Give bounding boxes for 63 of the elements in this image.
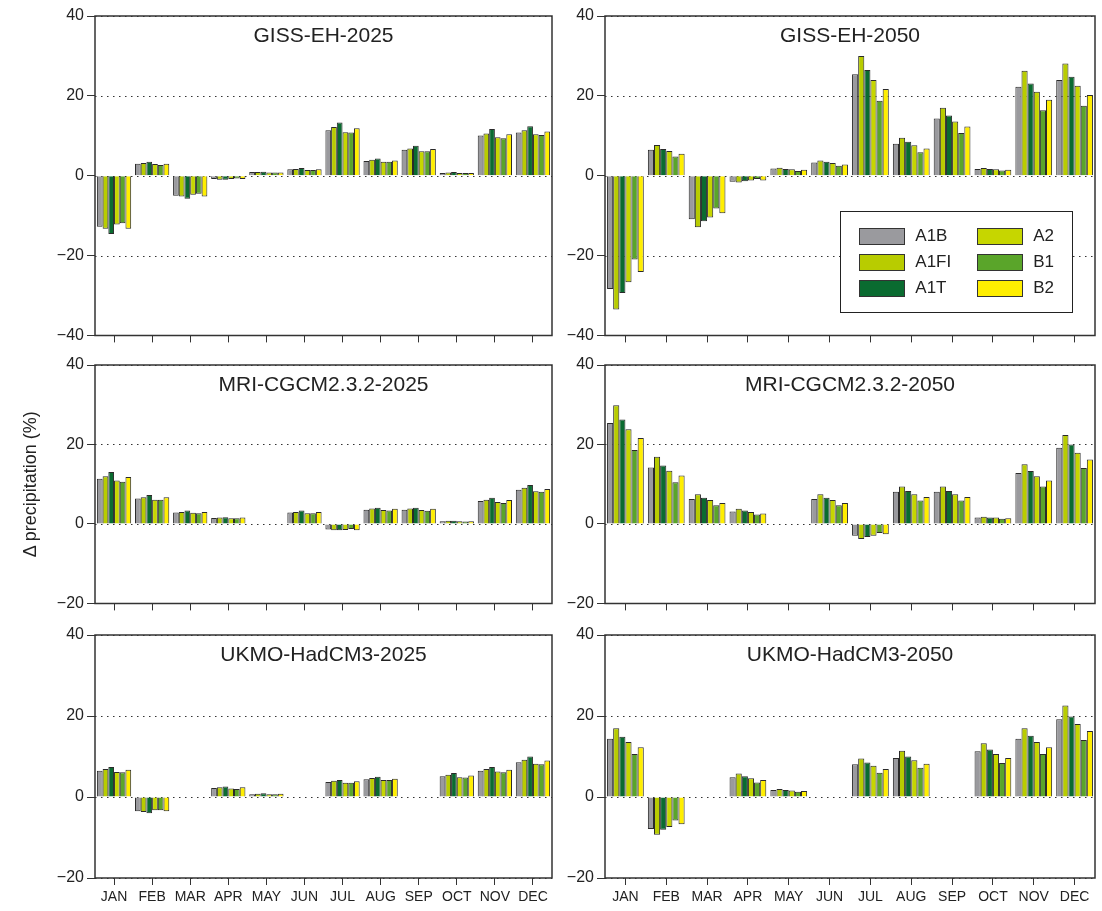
x-tick-label: AUG — [365, 888, 396, 905]
y-tick-label: 0 — [75, 166, 85, 184]
legend-label: A2 — [1033, 226, 1054, 247]
chart-title: UKMO-HadCM3-2025 — [220, 642, 427, 666]
y-tick-label: −20 — [566, 593, 595, 611]
legend-label: A1FI — [915, 252, 952, 273]
y-tick-label: −40 — [566, 325, 595, 343]
x-tick-label: NOV — [1018, 888, 1050, 905]
legend-label: A1B — [915, 226, 948, 247]
y-tick-label: 0 — [75, 787, 85, 805]
legend-label: A1T — [915, 278, 947, 299]
x-tick-label: MAY — [251, 888, 282, 905]
x-tick-label: SEP — [404, 888, 433, 905]
x-tick-label: FEB — [138, 888, 166, 905]
chart-title: GISS-EH-2050 — [779, 23, 921, 47]
x-tick-label: APR — [733, 888, 763, 905]
x-tick-label: DEC — [1059, 888, 1090, 905]
y-tick-label: 0 — [585, 514, 595, 532]
x-tick-label: FEB — [652, 888, 680, 905]
y-tick-label: 40 — [66, 625, 85, 643]
x-tick-label: NOV — [479, 888, 511, 905]
x-tick-label: MAR — [691, 888, 723, 905]
y-tick-label: −20 — [56, 245, 85, 263]
y-tick-label: 20 — [66, 86, 85, 104]
y-tick-label: −20 — [566, 868, 595, 886]
x-tick-label: JUN — [290, 888, 319, 905]
x-tick-label: APR — [213, 888, 243, 905]
x-tick-label: MAY — [774, 888, 805, 905]
y-tick-label: −20 — [56, 868, 85, 886]
legend-label: B2 — [1033, 278, 1054, 299]
x-tick-label: OCT — [978, 888, 1009, 905]
legend-label: B1 — [1033, 252, 1054, 273]
chart-title: MRI-CGCM2.3.2-2050 — [744, 372, 956, 396]
x-tick-label: JUL — [857, 888, 884, 905]
x-tick-label: MAR — [174, 888, 206, 905]
y-tick-label: 0 — [75, 514, 85, 532]
y-tick-label: 20 — [66, 706, 85, 724]
y-tick-label: 20 — [576, 434, 595, 452]
y-tick-label: 0 — [585, 166, 595, 184]
y-tick-label: 40 — [66, 355, 85, 373]
chart-title: MRI-CGCM2.3.2-2025 — [218, 372, 429, 396]
y-tick-label: 40 — [66, 6, 85, 24]
x-tick-label: DEC — [518, 888, 548, 905]
x-tick-label: AUG — [896, 888, 927, 905]
x-tick-label: JAN — [100, 888, 128, 905]
y-tick-label: 40 — [576, 625, 595, 643]
x-tick-label: OCT — [442, 888, 473, 905]
chart-title: GISS-EH-2025 — [253, 23, 394, 47]
y-tick-label: 20 — [576, 706, 595, 724]
x-tick-label: JUL — [330, 888, 356, 905]
x-tick-label: JUN — [815, 888, 844, 905]
y-tick-label: −20 — [566, 245, 595, 263]
y-tick-label: 40 — [576, 6, 595, 24]
y-tick-label: 20 — [576, 86, 595, 104]
y-tick-label: 40 — [576, 355, 595, 373]
y-axis-title: Δ precipitation (%) — [19, 411, 40, 558]
y-tick-label: −20 — [56, 593, 85, 611]
x-tick-label: SEP — [938, 888, 967, 905]
y-tick-label: 20 — [66, 434, 85, 452]
y-tick-label: −40 — [56, 325, 85, 343]
x-tick-label: JAN — [612, 888, 639, 905]
y-tick-label: 0 — [585, 787, 595, 805]
chart-title: UKMO-HadCM3-2050 — [746, 642, 954, 666]
